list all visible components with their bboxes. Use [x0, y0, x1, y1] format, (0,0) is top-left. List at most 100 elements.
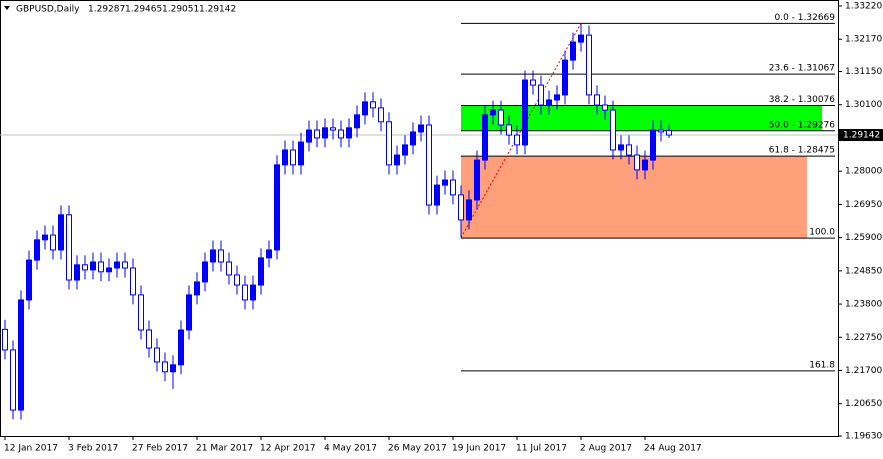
- candle-body: [322, 127, 328, 139]
- candle-body: [442, 179, 448, 186]
- candle-body: [154, 347, 160, 363]
- candle-body: [626, 144, 632, 156]
- candle-body: [98, 261, 104, 273]
- candle-body: [618, 144, 624, 151]
- candle-body: [210, 249, 216, 263]
- candle-body: [26, 259, 32, 301]
- candle-body: [10, 349, 16, 411]
- candle-body: [130, 267, 136, 296]
- candle-body: [58, 214, 64, 251]
- candle-body: [642, 159, 648, 171]
- candle-body: [354, 114, 360, 129]
- candle-body: [562, 59, 568, 96]
- candle-body: [634, 154, 640, 171]
- candle-body: [82, 264, 88, 271]
- candle-body: [170, 364, 176, 373]
- candle-body: [538, 84, 544, 106]
- chart-title: GBPUSD,Daily: [16, 5, 80, 15]
- header-value: 1.29142: [199, 5, 236, 15]
- last-price-tag: [839, 129, 883, 142]
- candle-body: [658, 129, 664, 133]
- candle-body: [298, 141, 304, 166]
- candle-body: [346, 127, 352, 139]
- candle-body: [66, 214, 72, 281]
- candle-body: [482, 114, 488, 161]
- candle-body: [450, 179, 456, 196]
- x-tick-label: 2 Aug 2017: [580, 444, 632, 454]
- header-value: 1.29287: [88, 5, 125, 15]
- candle-body: [338, 129, 344, 139]
- candle-body: [234, 274, 240, 286]
- candle-body: [434, 184, 440, 206]
- candle-body: [666, 129, 672, 136]
- candle-body: [90, 261, 96, 271]
- candle-body: [42, 234, 48, 241]
- candle-body: [610, 109, 616, 151]
- candle-body: [514, 134, 520, 146]
- candle-body: [650, 129, 656, 161]
- header-value: 1.29051: [162, 5, 199, 15]
- candle-body: [226, 261, 232, 276]
- x-tick-label: 19 Jun 2017: [452, 444, 506, 454]
- x-tick-label: 4 May 2017: [324, 444, 377, 454]
- candle-body: [554, 94, 560, 101]
- y-tick-label: 1.32170: [845, 35, 882, 45]
- candle-body: [2, 328, 8, 351]
- fib-anchor: [460, 23, 582, 238]
- candle-body: [274, 164, 280, 251]
- fib-label: 50.0 - 1.29276: [769, 120, 835, 130]
- candle-body: [138, 294, 144, 331]
- candle-body: [426, 124, 432, 206]
- candle-body: [362, 101, 368, 116]
- candle-body: [330, 127, 336, 131]
- y-tick-label: 1.28000: [845, 167, 882, 177]
- candle-body: [506, 124, 512, 136]
- y-tick-label: 1.21700: [845, 366, 882, 376]
- candle-body: [578, 34, 584, 43]
- candle-body: [378, 107, 384, 123]
- y-tick-label: 1.31150: [845, 67, 882, 77]
- x-tick-label: 26 May 2017: [388, 444, 447, 454]
- candle-body: [202, 261, 208, 283]
- y-tick-label: 1.25900: [845, 233, 882, 243]
- fib-label: 161.8: [809, 360, 835, 370]
- fib-label: 38.2 - 1.30076: [769, 95, 835, 105]
- candle-body: [474, 159, 480, 201]
- x-tick-label: 21 Mar 2017: [196, 444, 253, 454]
- candle-body: [114, 261, 120, 269]
- menu-arrow: [4, 6, 10, 10]
- candle-body: [162, 361, 168, 373]
- candle-body: [34, 239, 40, 261]
- candle-body: [266, 249, 272, 259]
- candle-body: [466, 199, 472, 221]
- x-tick-label: 24 Aug 2017: [644, 444, 702, 454]
- candle-body: [394, 154, 400, 166]
- candle-body: [218, 249, 224, 263]
- candle-body: [122, 261, 128, 269]
- y-tick-label: 1.23800: [845, 300, 882, 310]
- x-tick-label: 12 Apr 2017: [260, 444, 316, 454]
- candle-body: [370, 101, 376, 109]
- candle-body: [242, 284, 248, 301]
- candle-body: [146, 329, 152, 349]
- x-tick-label: 11 Jul 2017: [516, 444, 567, 454]
- y-tick-label: 1.33220: [845, 2, 882, 12]
- y-tick-label: 1.24850: [845, 266, 882, 276]
- fib-label: 100.0: [809, 228, 835, 238]
- candle-body: [386, 121, 392, 166]
- x-tick-label: 27 Feb 2017: [132, 444, 188, 454]
- candle-body: [594, 94, 600, 106]
- candle-body: [18, 299, 24, 411]
- y-tick-label: 1.19630: [845, 432, 882, 442]
- y-tick-label: 1.22750: [845, 333, 882, 343]
- y-tick-label: 1.26950: [845, 200, 882, 210]
- candle-body: [290, 149, 296, 166]
- fib-zone: [461, 105, 822, 131]
- candle-body: [570, 41, 576, 61]
- candle-body: [418, 124, 424, 133]
- fib-label: 0.0 - 1.32669: [775, 13, 836, 23]
- last-price-label: 1.29142: [843, 131, 880, 141]
- header-value: 1.29465: [125, 5, 162, 15]
